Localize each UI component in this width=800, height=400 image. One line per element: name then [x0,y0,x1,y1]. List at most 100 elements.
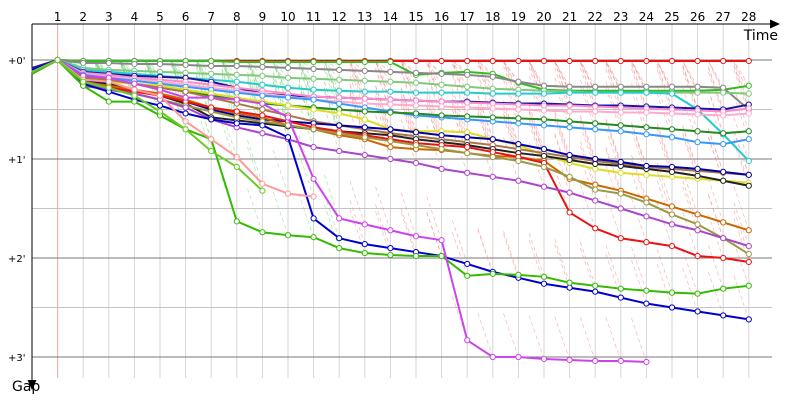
x-tick-label: 23 [613,10,628,24]
guide-line [707,177,724,223]
guide-line [681,248,698,294]
data-point [412,57,420,65]
guide-line [349,59,366,82]
guide-line [425,123,442,170]
guide-line [272,94,289,140]
guide-line [605,60,622,106]
x-tick-label: 10 [280,10,295,24]
data-point [387,245,394,252]
data-point [284,64,292,72]
data-point [412,252,420,260]
data-point [515,106,522,113]
data-point [643,89,650,96]
guide-line [425,195,442,241]
data-point [540,107,548,114]
data-point [259,72,266,79]
guide-line [579,61,596,107]
guide-line [323,59,340,91]
data-point [540,146,548,153]
x-tick-label: 2 [79,10,87,24]
x-tick-label: 8 [233,10,241,24]
guide-line [656,59,673,94]
data-point [259,122,266,129]
guide-line [681,179,698,225]
data-point [131,80,138,87]
data-point [233,108,240,115]
guide-line [425,72,442,118]
data-point [515,157,522,165]
data-point [182,104,189,111]
data-point [643,124,650,131]
data-point [694,227,701,234]
data-point [566,57,573,65]
data-point [310,96,317,103]
x-tick-label: 28 [741,10,756,24]
data-point [540,163,548,171]
data-point [438,98,445,105]
guide-line [579,155,596,201]
guide-line [272,92,289,138]
data-point [233,120,240,127]
data-point [412,102,420,109]
data-point [694,165,701,172]
data-point [515,115,522,122]
data-point [540,355,548,363]
data-point [668,203,676,210]
guide-line [502,135,519,181]
data-point [489,148,496,156]
series-line [31,59,314,198]
data-point [540,90,548,97]
guide-line [502,311,519,358]
guide-line [630,61,647,107]
guide-line [656,62,673,108]
guide-line [272,190,289,236]
guide-line [681,59,698,93]
data-point [259,187,266,194]
guide-line [553,147,570,193]
data-point [464,260,471,268]
data-point [617,89,624,96]
guide-line [656,121,673,168]
data-point [156,86,164,93]
data-point [438,89,445,96]
data-point [336,110,343,117]
data-point [464,57,471,65]
guide-line [349,179,366,225]
data-point [489,136,496,143]
data-point [233,96,240,103]
guide-line [144,59,161,78]
guide-line [374,185,391,231]
guide-line [502,59,519,90]
guide-line [579,113,596,160]
data-point [592,83,599,90]
guide-line [297,192,314,238]
data-point [310,234,317,241]
guide-line [733,140,750,186]
guide-line [400,59,417,74]
data-point [361,249,368,257]
guide-line [477,228,494,274]
data-point [464,89,471,96]
guide-line [707,99,724,145]
data-point [156,60,164,68]
data-point [643,83,650,90]
data-point [208,116,215,123]
guide-line [656,262,673,308]
data-point [182,126,189,133]
data-point [617,104,624,111]
data-point [617,158,624,166]
data-point [515,78,522,85]
data-point [233,153,240,161]
data-point [361,134,368,141]
data-point [745,316,752,323]
x-tick-label: 5 [156,10,164,24]
data-point [387,88,394,95]
guide-line [681,123,698,170]
guide-line [374,113,391,160]
x-tick-label: 12 [332,10,347,24]
data-point [361,67,368,74]
data-point [105,98,112,105]
data-point [464,149,471,157]
guide-line [528,60,545,106]
